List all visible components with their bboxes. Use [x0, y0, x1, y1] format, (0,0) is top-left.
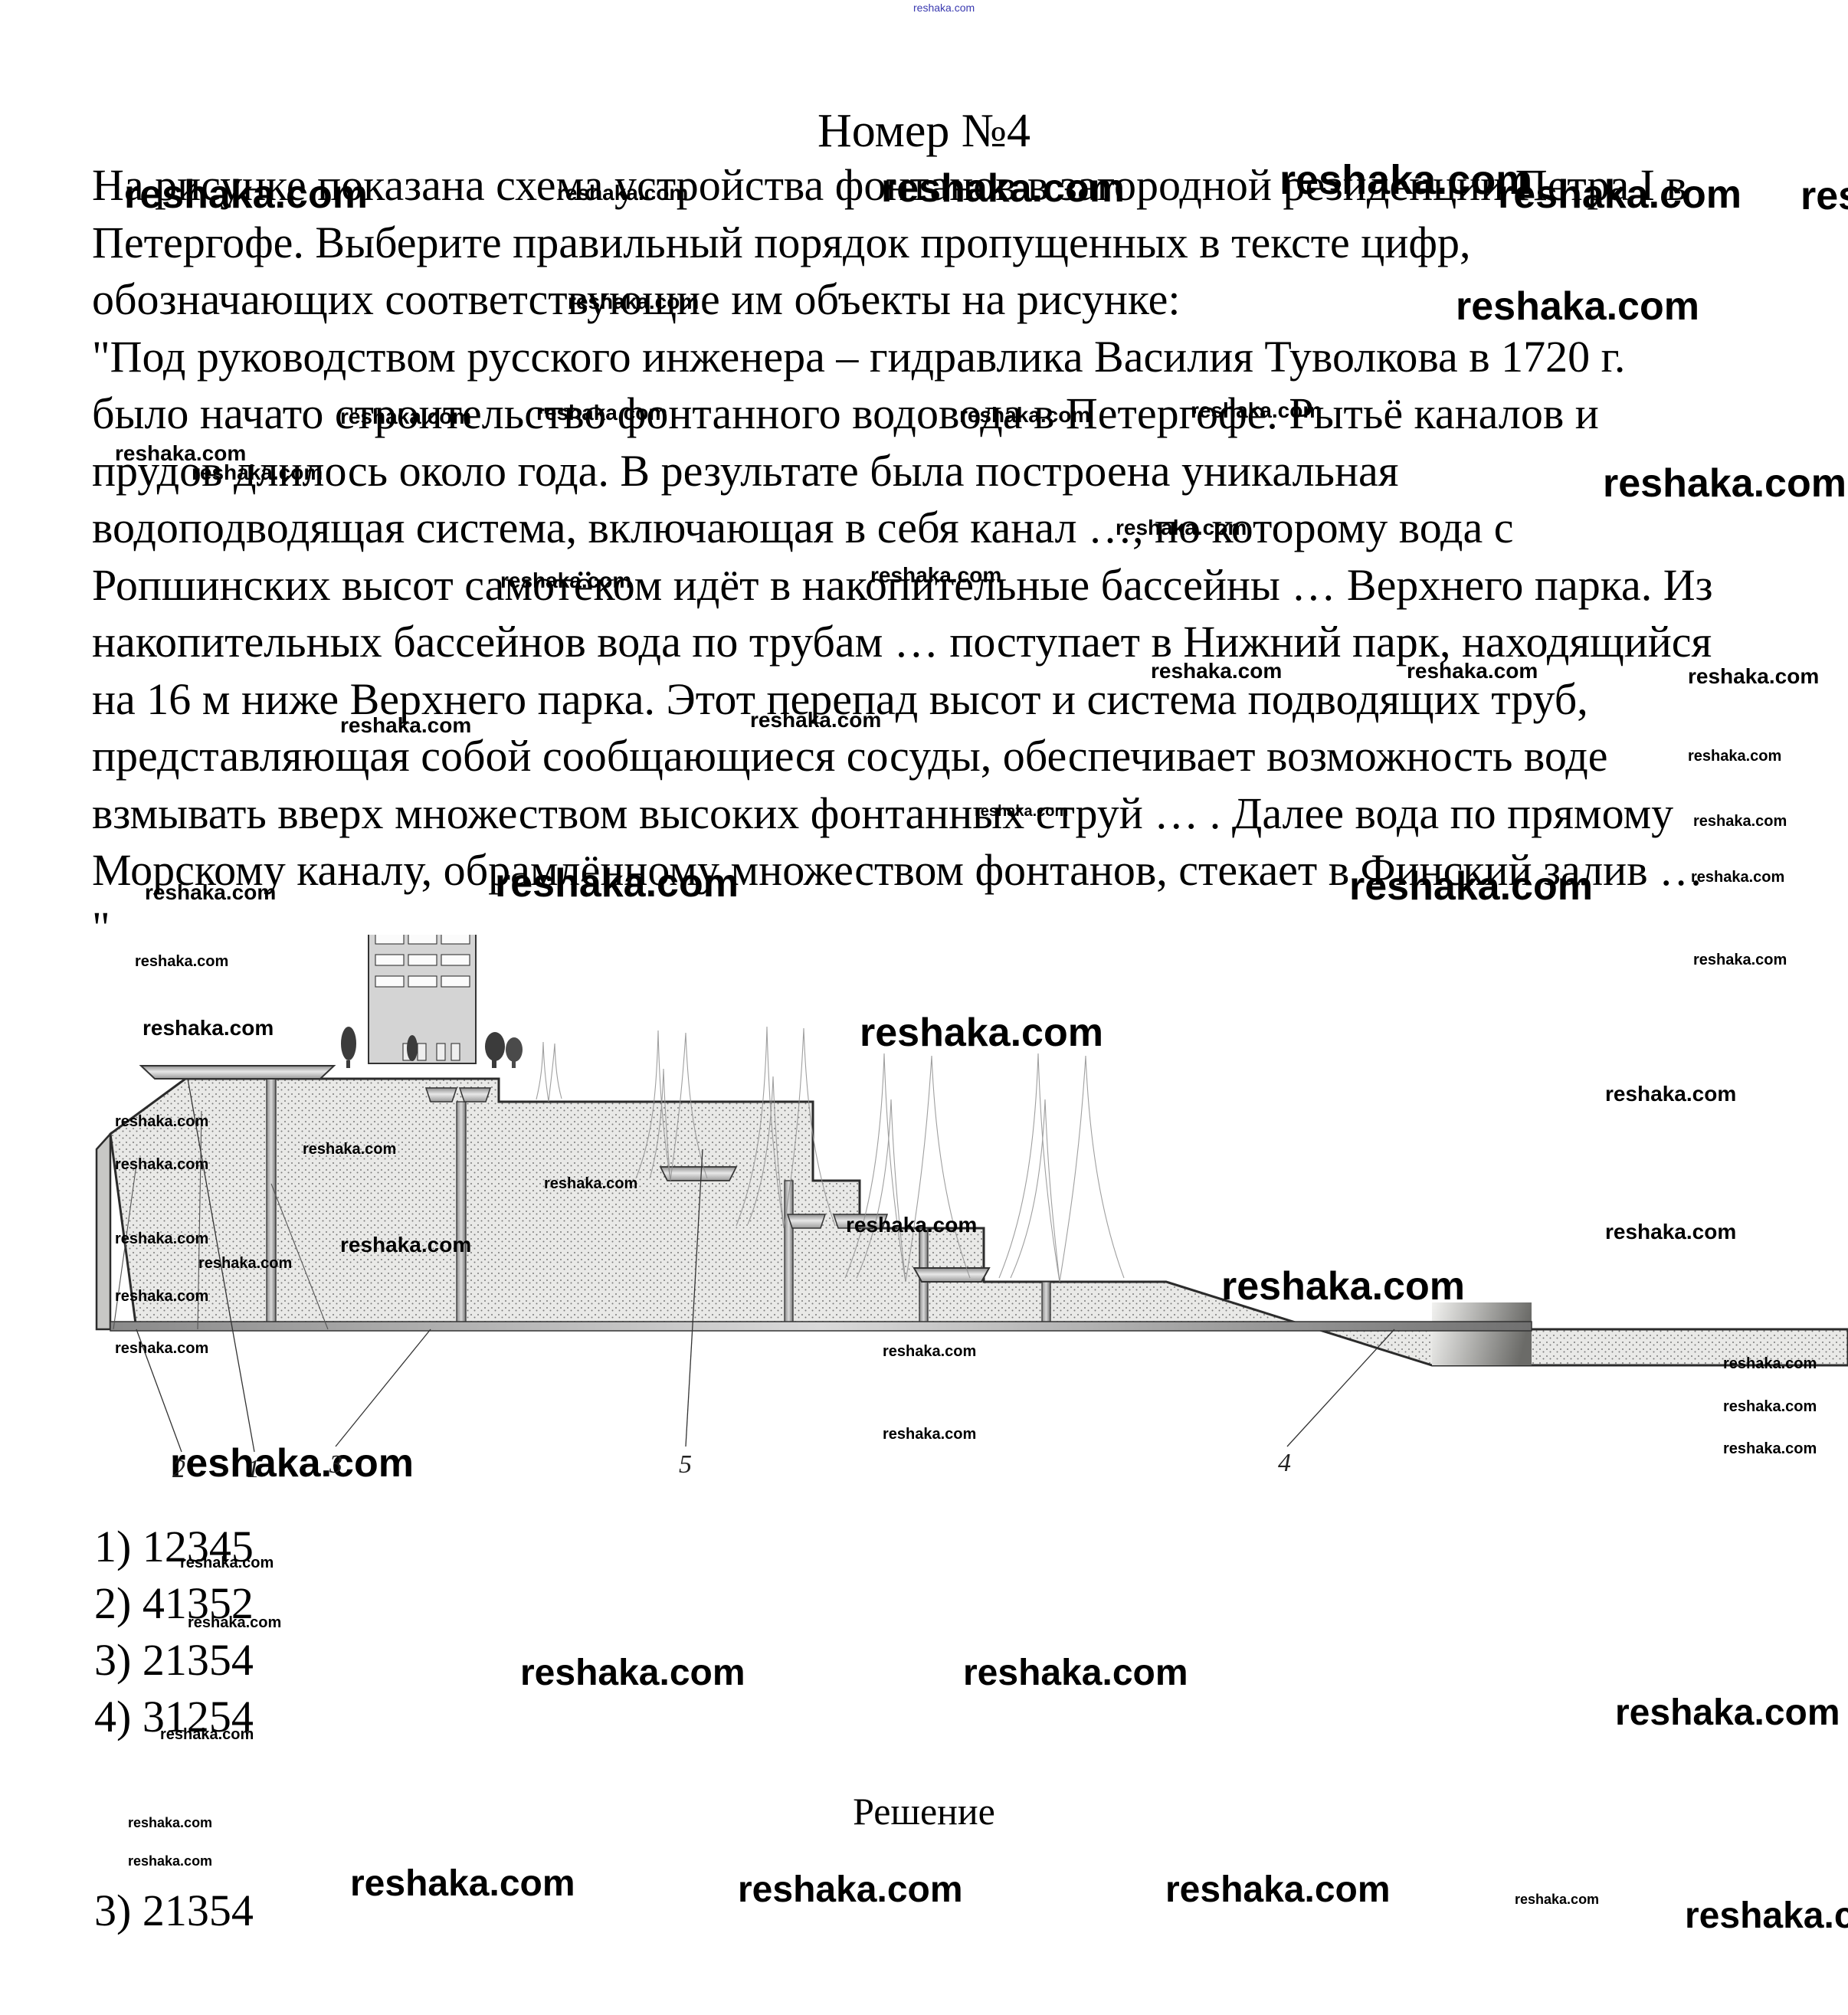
svg-text:3: 3 [329, 1450, 342, 1479]
svg-text:1: 1 [247, 1455, 260, 1483]
svg-text:5: 5 [679, 1450, 692, 1479]
svg-text:4: 4 [1278, 1449, 1291, 1477]
svg-text:2: 2 [172, 1455, 185, 1483]
